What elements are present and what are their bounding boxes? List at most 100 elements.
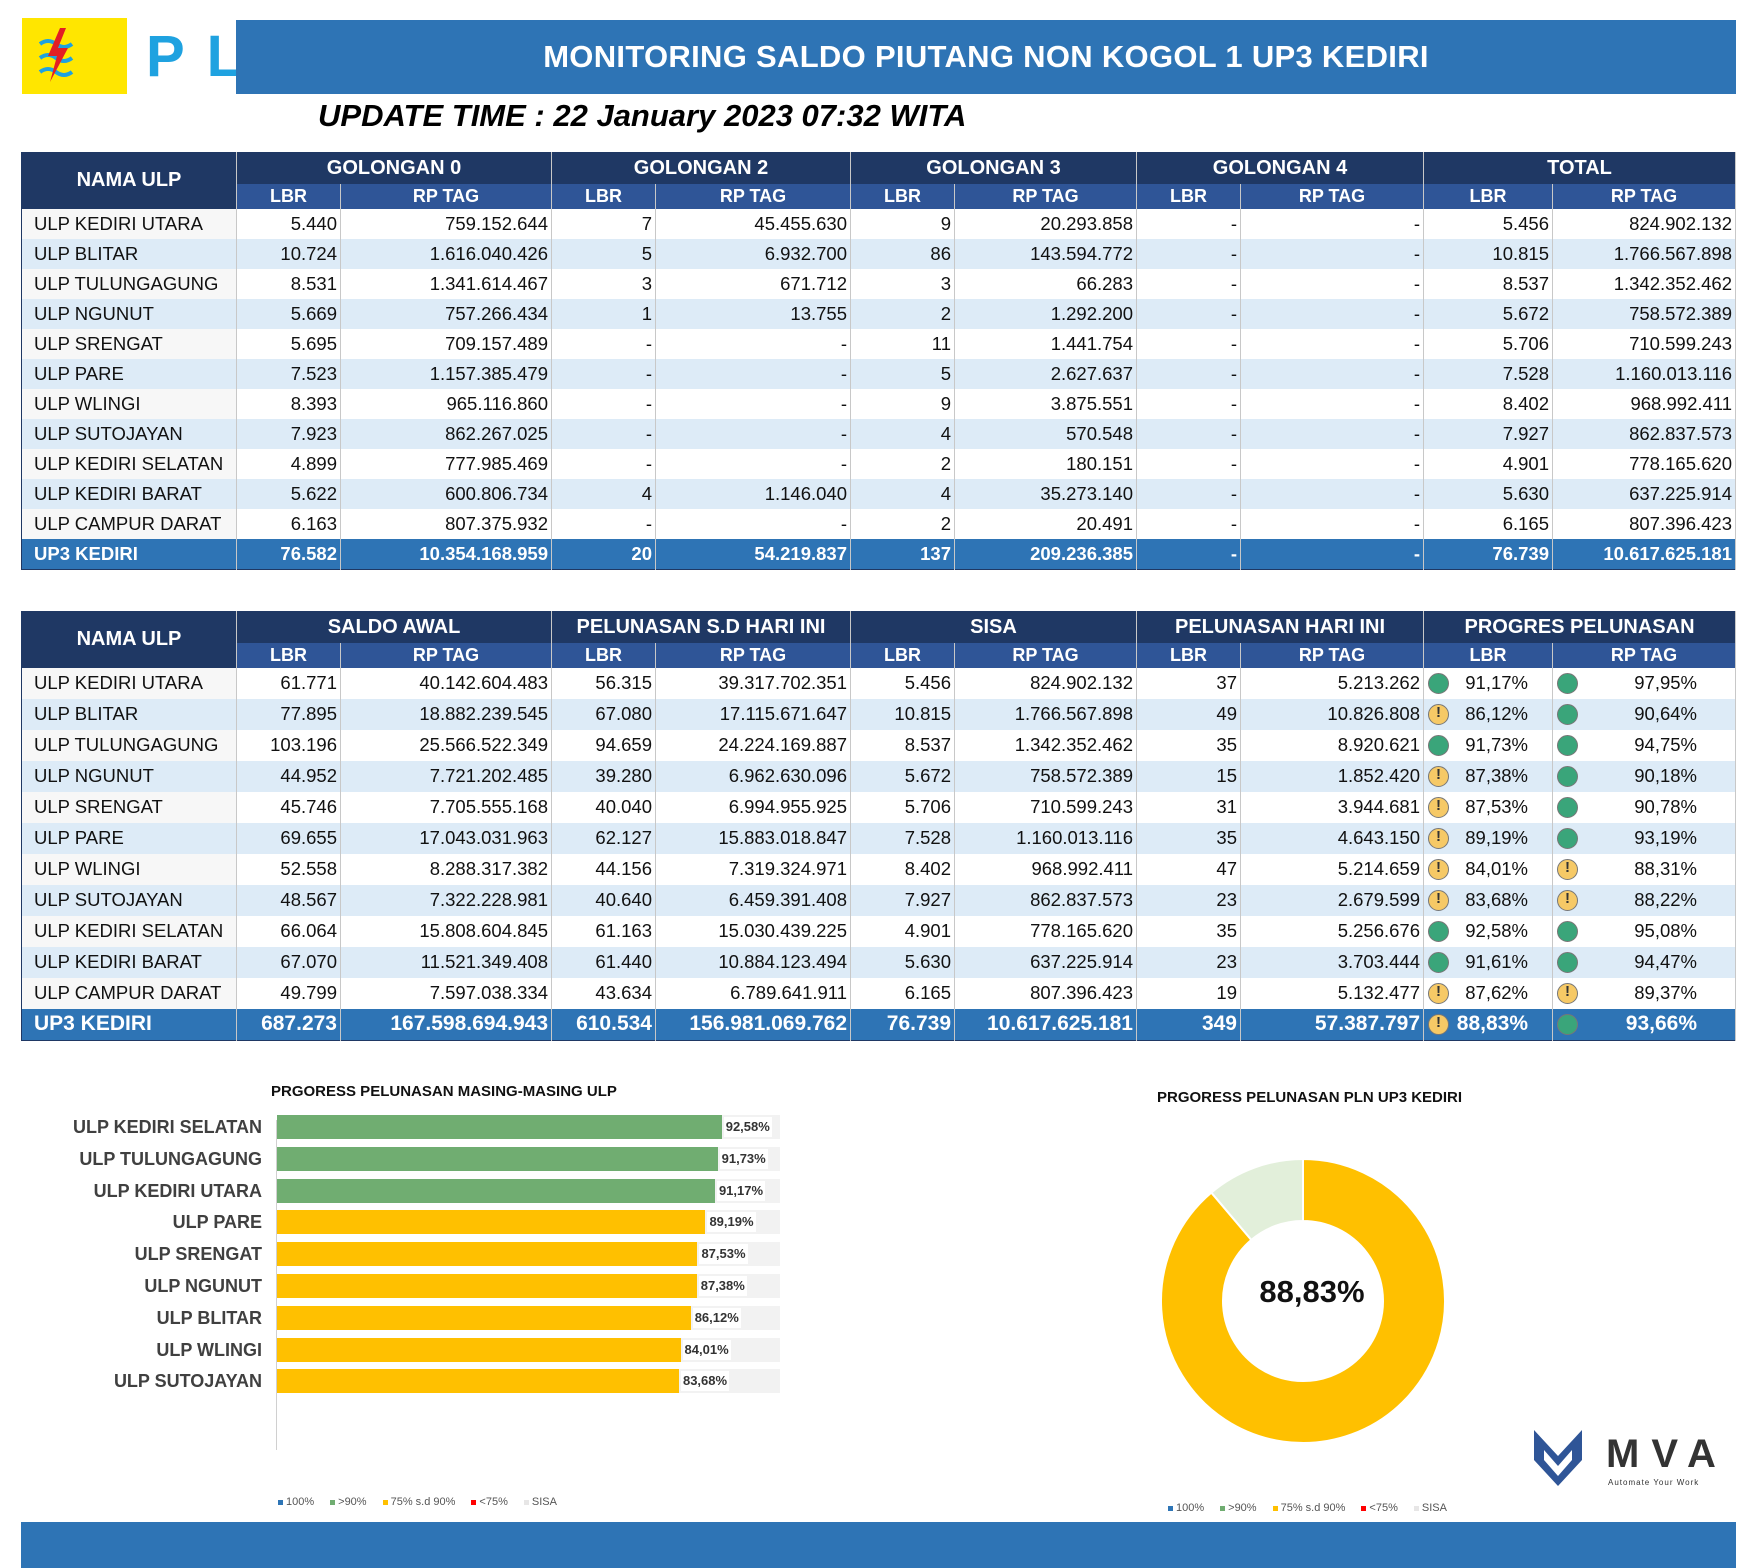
value-cell: 11.521.349.408	[340, 946, 552, 978]
value-cell: 1.342.352.462	[954, 729, 1137, 761]
value-cell: 40.040	[551, 791, 656, 823]
legend-swatch	[471, 1499, 477, 1505]
mva-tagline: Automate Your Work	[1608, 1478, 1700, 1487]
value-cell: 49.799	[236, 977, 341, 1009]
table-row: ULP NGUNUT 5.669 757.266.434 1 13.755 2 1.292.…	[21, 298, 1736, 329]
value-cell: 8.537	[1423, 268, 1553, 299]
value-cell: 965.116.860	[340, 388, 552, 419]
value-cell: 86	[850, 238, 955, 269]
ulp-name-cell: ULP PARE	[21, 358, 237, 389]
value-cell: 5	[850, 358, 955, 389]
status-warning-icon	[1428, 766, 1449, 787]
value-cell: 11	[850, 328, 955, 359]
value-cell: 17.043.031.963	[340, 822, 552, 854]
value-cell: 862.837.573	[954, 884, 1137, 916]
value-cell: 7.322.228.981	[340, 884, 552, 916]
value-cell: 5.456	[850, 667, 955, 699]
value-cell: 95,08%	[1552, 915, 1736, 947]
progress-percent: 94,47%	[1634, 951, 1697, 972]
value-cell: 8.393	[236, 388, 341, 419]
golongan-table: NAMA ULP GOLONGAN 0 GOLONGAN 2 GOLONGAN …	[21, 152, 1736, 570]
value-cell: 1.766.567.898	[954, 698, 1137, 730]
progress-percent: 83,68%	[1465, 889, 1528, 910]
table-row: ULP NGUNUT 44.952 7.721.202.485 39.280 6.962…	[21, 760, 1736, 792]
value-cell: 1.292.200	[954, 298, 1137, 329]
value-cell: 17.115.671.647	[655, 698, 851, 730]
value-cell: 1.441.754	[954, 328, 1137, 359]
bar-row: ULP BLITAR 86,12%	[30, 1305, 830, 1330]
value-cell: 87,53%	[1423, 791, 1553, 823]
bar-value-label: 91,73%	[719, 1148, 768, 1169]
value-cell: 7.528	[850, 822, 955, 854]
sub-header-rp: RP TAG	[655, 642, 851, 668]
mva-logo-icon	[1534, 1430, 1582, 1486]
value-cell: 86,12%	[1423, 698, 1553, 730]
value-cell: -	[1240, 508, 1424, 539]
value-cell: 7.927	[850, 884, 955, 916]
value-cell: 778.165.620	[1552, 448, 1736, 479]
bar-chart-title: PRGORESS PELUNASAN MASING-MASING ULP	[271, 1083, 617, 1100]
value-cell: 671.712	[655, 268, 851, 299]
value-cell: 25.566.522.349	[340, 729, 552, 761]
value-cell: 5.695	[236, 328, 341, 359]
value-cell: -	[551, 358, 656, 389]
bar-row: ULP NGUNUT 87,38%	[30, 1274, 830, 1298]
legend-item: SISA	[1413, 1502, 1447, 1514]
bar-row: ULP PARE 89,19%	[30, 1210, 830, 1235]
status-green-icon	[1557, 766, 1578, 787]
bar-category-label: ULP SUTOJAYAN	[113, 1371, 262, 1392]
ulp-name-cell: UP3 KEDIRI	[21, 538, 237, 570]
sub-header-rp: RP TAG	[340, 642, 552, 668]
status-warning-icon	[1557, 983, 1578, 1004]
table-row: ULP KEDIRI UTARA 5.440 759.152.644 7 45.455.…	[21, 208, 1736, 239]
table-row: ULP PARE 69.655 17.043.031.963 62.127 15.883…	[21, 822, 1736, 854]
value-cell: -	[1136, 268, 1241, 299]
table-row: ULP BLITAR 77.895 18.882.239.545 67.080 17.1…	[21, 698, 1736, 730]
value-cell: -	[551, 508, 656, 539]
value-cell: 7	[551, 208, 656, 239]
sub-header-lbr: LBR	[551, 183, 656, 209]
legend-swatch	[278, 1499, 283, 1505]
value-cell: 6.165	[1423, 508, 1553, 539]
value-cell: 862.267.025	[340, 418, 552, 449]
value-cell: 2.679.599	[1240, 884, 1424, 916]
value-cell: -	[551, 448, 656, 479]
value-cell: 35	[1136, 729, 1241, 761]
value-cell: 10.724	[236, 238, 341, 269]
value-cell: 710.599.243	[954, 791, 1137, 823]
progress-percent: 89,37%	[1634, 982, 1697, 1003]
value-cell: 5.456	[1423, 208, 1553, 239]
bar-category-label: ULP NGUNUT	[144, 1276, 262, 1296]
value-cell: 35	[1136, 915, 1241, 947]
bar-value-label: 86,12%	[692, 1307, 741, 1328]
sub-header-lbr: LBR	[1136, 183, 1241, 209]
value-cell: -	[1136, 238, 1241, 269]
legend-swatch	[1361, 1505, 1367, 1511]
sub-header-rp: RP TAG	[954, 642, 1137, 668]
value-cell: 4	[551, 478, 656, 509]
legend-label: 75% s.d 90%	[1280, 1502, 1346, 1514]
value-cell: 3	[551, 268, 656, 299]
value-cell: 5.214.659	[1240, 853, 1424, 885]
status-green-icon	[1557, 1014, 1578, 1036]
value-cell: 54.219.837	[655, 538, 851, 570]
value-cell: 87,38%	[1423, 760, 1553, 792]
progress-percent: 95,08%	[1634, 920, 1697, 941]
value-cell: 56.315	[551, 667, 656, 699]
value-cell: 6.459.391.408	[655, 884, 851, 916]
sub-header-rp: RP TAG	[1240, 642, 1424, 668]
value-cell: 4	[850, 478, 955, 509]
value-cell: 2	[850, 508, 955, 539]
value-cell: 6.165	[850, 977, 955, 1009]
value-cell: 6.932.700	[655, 238, 851, 269]
value-cell: 2	[850, 448, 955, 479]
value-cell: 13.755	[655, 298, 851, 329]
value-cell: 758.572.389	[954, 760, 1137, 792]
value-cell: 600.806.734	[340, 478, 552, 509]
ulp-name-cell: ULP TULUNGAGUNG	[21, 729, 237, 761]
value-cell: 824.902.132	[954, 667, 1137, 699]
progress-percent: 93,66%	[1625, 1012, 1697, 1036]
bar-category-label: ULP BLITAR	[156, 1307, 262, 1328]
bar	[277, 1115, 722, 1139]
value-cell: 61.440	[551, 946, 656, 978]
